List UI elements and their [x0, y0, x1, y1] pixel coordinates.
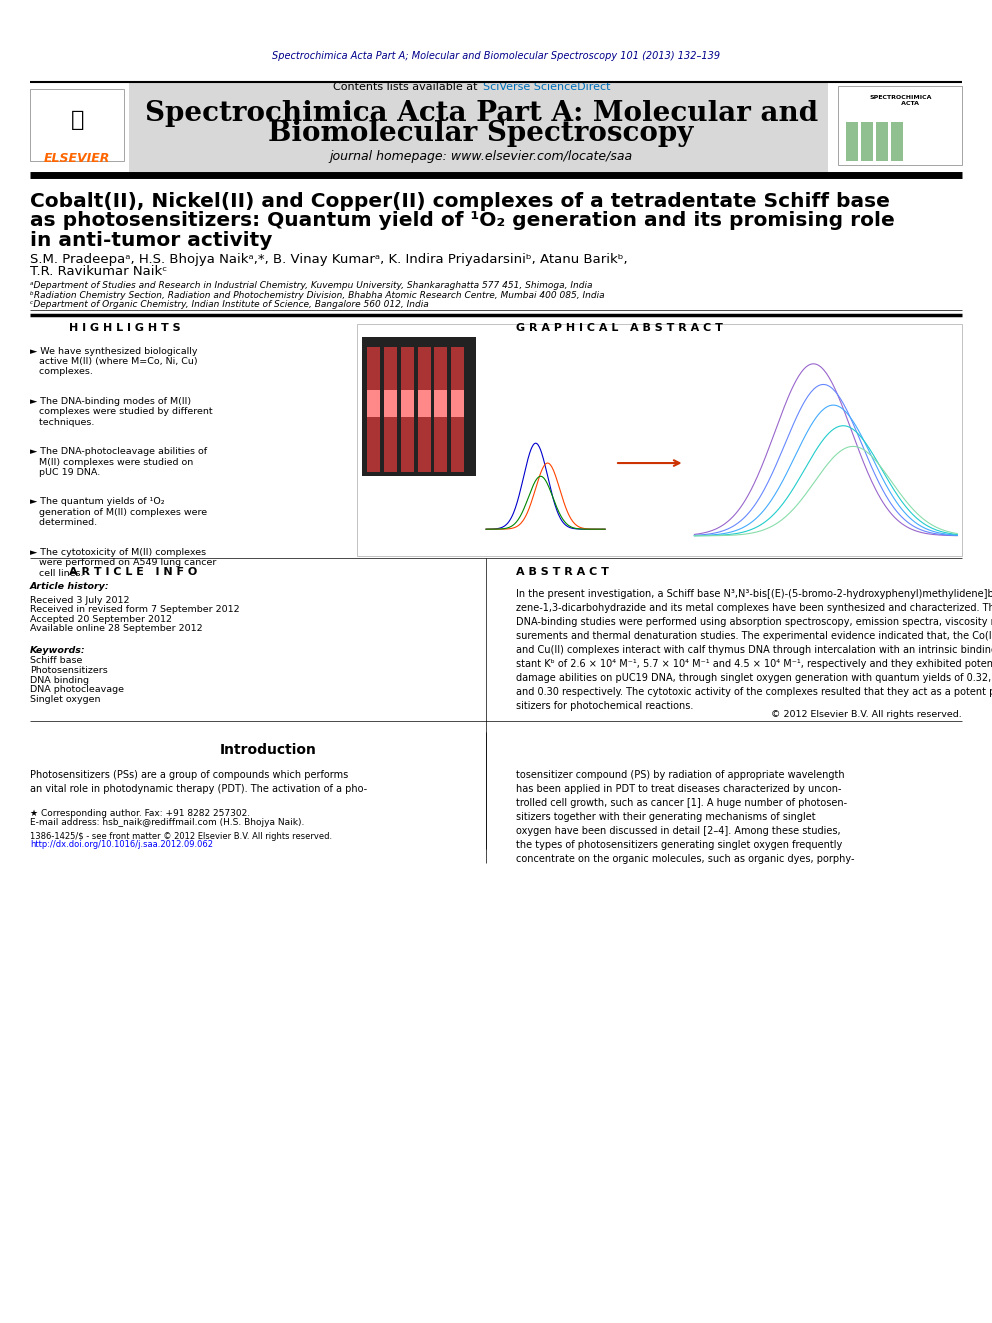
- Text: ELSEVIER: ELSEVIER: [45, 152, 110, 165]
- Text: Accepted 20 September 2012: Accepted 20 September 2012: [30, 615, 172, 623]
- Text: ᶜDepartment of Organic Chemistry, Indian Institute of Science, Bangalore 560 012: ᶜDepartment of Organic Chemistry, Indian…: [30, 300, 429, 308]
- Text: as photosensitizers: Quantum yield of ¹O₂ generation and its promising role: as photosensitizers: Quantum yield of ¹O…: [30, 212, 895, 230]
- Text: ► The DNA-binding modes of M(II)
   complexes were studied by different
   techn: ► The DNA-binding modes of M(II) complex…: [30, 397, 212, 427]
- Text: Received 3 July 2012: Received 3 July 2012: [30, 597, 129, 605]
- Bar: [362, 337, 476, 476]
- Bar: [401, 390, 414, 417]
- FancyBboxPatch shape: [357, 324, 962, 556]
- Text: ► We have synthesized biologically
   active M(II) (where M=Co, Ni, Cu)
   compl: ► We have synthesized biologically activ…: [30, 347, 197, 377]
- Bar: [367, 390, 380, 417]
- Bar: [418, 347, 431, 472]
- Text: S.M. Pradeepaᵃ, H.S. Bhojya Naikᵃ,*, B. Vinay Kumarᵃ, K. Indira Priyadarsiniᵇ, A: S.M. Pradeepaᵃ, H.S. Bhojya Naikᵃ,*, B. …: [30, 253, 627, 266]
- Text: Cobalt(II), Nickel(II) and Copper(II) complexes of a tetradentate Schiff base: Cobalt(II), Nickel(II) and Copper(II) co…: [30, 192, 890, 210]
- FancyBboxPatch shape: [876, 122, 888, 161]
- Bar: [384, 347, 397, 472]
- Text: SciVerse ScienceDirect: SciVerse ScienceDirect: [483, 82, 611, 93]
- Text: SPECTROCHIMICA
         ACTA: SPECTROCHIMICA ACTA: [869, 95, 932, 106]
- Bar: [434, 390, 447, 417]
- FancyBboxPatch shape: [129, 82, 828, 172]
- Bar: [451, 390, 464, 417]
- Text: A R T I C L E   I N F O: A R T I C L E I N F O: [69, 566, 197, 577]
- Text: E-mail address: hsb_naik@rediffmail.com (H.S. Bhojya Naik).: E-mail address: hsb_naik@rediffmail.com …: [30, 819, 305, 827]
- Text: Keywords:: Keywords:: [30, 647, 85, 655]
- Text: Received in revised form 7 September 2012: Received in revised form 7 September 201…: [30, 606, 239, 614]
- Text: Spectrochimica Acta Part A; Molecular and Biomolecular Spectroscopy 101 (2013) 1: Spectrochimica Acta Part A; Molecular an…: [272, 50, 720, 61]
- Text: © 2012 Elsevier B.V. All rights reserved.: © 2012 Elsevier B.V. All rights reserved…: [772, 710, 962, 718]
- Text: A B S T R A C T: A B S T R A C T: [516, 566, 609, 577]
- Text: http://dx.doi.org/10.1016/j.saa.2012.09.062: http://dx.doi.org/10.1016/j.saa.2012.09.…: [30, 840, 212, 848]
- Text: ᵃDepartment of Studies and Research in Industrial Chemistry, Kuvempu University,: ᵃDepartment of Studies and Research in I…: [30, 282, 592, 290]
- Text: tosensitizer compound (PS) by radiation of appropriate wavelength
has been appli: tosensitizer compound (PS) by radiation …: [516, 770, 854, 864]
- Text: DNA photocleavage: DNA photocleavage: [30, 685, 124, 695]
- Text: In the present investigation, a Schiff base N³,N³-bis[(E)-(5-bromo-2-hydroxyphen: In the present investigation, a Schiff b…: [516, 589, 992, 710]
- Text: journal homepage: www.elsevier.com/locate/saa: journal homepage: www.elsevier.com/locat…: [329, 149, 633, 163]
- Bar: [434, 347, 447, 472]
- FancyBboxPatch shape: [846, 122, 858, 161]
- Text: Biomolecular Spectroscopy: Biomolecular Spectroscopy: [269, 120, 693, 147]
- FancyBboxPatch shape: [861, 122, 873, 161]
- FancyBboxPatch shape: [30, 89, 124, 161]
- Text: ► The cytotoxicity of M(II) complexes
   were performed on A549 lung cancer
   c: ► The cytotoxicity of M(II) complexes we…: [30, 548, 216, 578]
- Bar: [418, 390, 431, 417]
- Text: Spectrochimica Acta Part A: Molecular and: Spectrochimica Acta Part A: Molecular an…: [145, 101, 817, 127]
- Bar: [384, 390, 397, 417]
- Text: ► The quantum yields of ¹O₂
   generation of M(II) complexes were
   determined.: ► The quantum yields of ¹O₂ generation o…: [30, 497, 207, 528]
- Text: DNA binding: DNA binding: [30, 676, 88, 684]
- Text: ᵇRadiation Chemistry Section, Radiation and Photochemistry Division, Bhabha Atom: ᵇRadiation Chemistry Section, Radiation …: [30, 291, 604, 299]
- Text: Article history:: Article history:: [30, 582, 109, 590]
- Text: Contents lists available at: Contents lists available at: [333, 82, 481, 93]
- Text: T.R. Ravikumar Naikᶜ: T.R. Ravikumar Naikᶜ: [30, 265, 167, 278]
- Text: 🌳: 🌳: [70, 110, 84, 131]
- Text: ► The DNA-photocleavage abilities of
   M(II) complexes were studied on
   pUC 1: ► The DNA-photocleavage abilities of M(I…: [30, 447, 207, 478]
- Bar: [401, 347, 414, 472]
- Text: H I G H L I G H T S: H I G H L I G H T S: [69, 323, 182, 333]
- Text: 1386-1425/$ - see front matter © 2012 Elsevier B.V. All rights reserved.: 1386-1425/$ - see front matter © 2012 El…: [30, 832, 332, 840]
- Text: Singlet oxygen: Singlet oxygen: [30, 696, 100, 704]
- FancyBboxPatch shape: [838, 86, 962, 165]
- Bar: [451, 347, 464, 472]
- Text: G R A P H I C A L   A B S T R A C T: G R A P H I C A L A B S T R A C T: [516, 323, 723, 333]
- Text: Available online 28 September 2012: Available online 28 September 2012: [30, 624, 202, 632]
- Text: Introduction: Introduction: [219, 744, 316, 757]
- Text: ★ Corresponding author. Fax: +91 8282 257302.: ★ Corresponding author. Fax: +91 8282 25…: [30, 810, 250, 818]
- FancyBboxPatch shape: [891, 122, 903, 161]
- Text: Schiff base: Schiff base: [30, 656, 82, 664]
- Text: Photosensitizers (PSs) are a group of compounds which performs
an vital role in : Photosensitizers (PSs) are a group of co…: [30, 770, 367, 794]
- Bar: [367, 347, 380, 472]
- Text: in anti-tumor activity: in anti-tumor activity: [30, 232, 272, 250]
- Text: Photosensitizers: Photosensitizers: [30, 665, 107, 675]
